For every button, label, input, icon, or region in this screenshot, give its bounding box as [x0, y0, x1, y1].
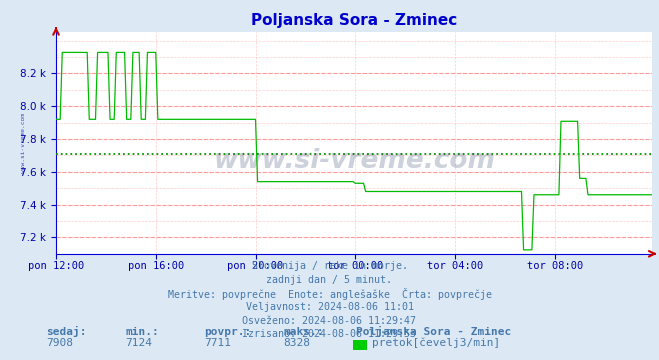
- Text: Poljanska Sora - Zminec: Poljanska Sora - Zminec: [356, 325, 511, 337]
- Text: Izrisano: 2024-08-06 11:29:53: Izrisano: 2024-08-06 11:29:53: [243, 329, 416, 339]
- Text: zadnji dan / 5 minut.: zadnji dan / 5 minut.: [266, 275, 393, 285]
- Text: 8328: 8328: [283, 338, 310, 348]
- Text: 7124: 7124: [125, 338, 152, 348]
- Text: Meritve: povprečne  Enote: anglešaške  Črta: povprečje: Meritve: povprečne Enote: anglešaške Črt…: [167, 288, 492, 300]
- Text: www.si-vreme.com: www.si-vreme.com: [20, 113, 26, 173]
- Title: Poljanska Sora - Zminec: Poljanska Sora - Zminec: [251, 13, 457, 28]
- Text: 7908: 7908: [46, 338, 73, 348]
- Text: min.:: min.:: [125, 327, 159, 337]
- Text: maks.:: maks.:: [283, 327, 324, 337]
- Text: Slovenija / reke in morje.: Slovenija / reke in morje.: [252, 261, 407, 271]
- Text: 7711: 7711: [204, 338, 231, 348]
- Text: pretok[čevelj3/min]: pretok[čevelj3/min]: [372, 338, 501, 348]
- Text: www.si-vreme.com: www.si-vreme.com: [214, 148, 495, 174]
- Text: sedaj:: sedaj:: [46, 325, 86, 337]
- Text: povpr.:: povpr.:: [204, 327, 252, 337]
- Text: Osveženo: 2024-08-06 11:29:47: Osveženo: 2024-08-06 11:29:47: [243, 316, 416, 326]
- Text: Veljavnost: 2024-08-06 11:01: Veljavnost: 2024-08-06 11:01: [246, 302, 413, 312]
